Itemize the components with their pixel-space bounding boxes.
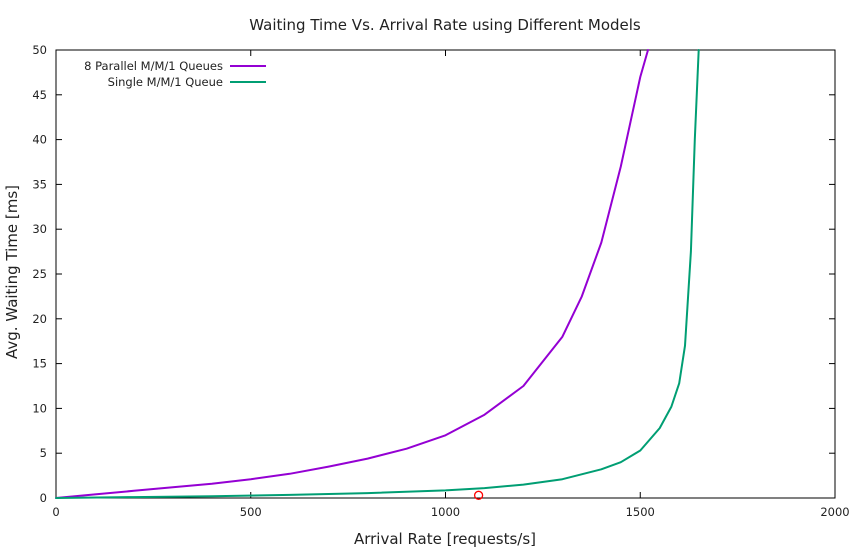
x-tick-label: 0 — [52, 505, 59, 519]
y-axis: 0 5 10 15 20 25 30 35 40 45 50 — [32, 43, 835, 505]
x-tick-label: 2000 — [820, 505, 849, 519]
legend: 8 Parallel M/M/1 Queues Single M/M/1 Queu… — [84, 59, 266, 89]
legend-label: Single M/M/1 Queue — [108, 75, 223, 89]
y-tick-label: 40 — [32, 133, 47, 147]
series-line-2 — [55, 49, 700, 499]
legend-label: 8 Parallel M/M/1 Queues — [84, 59, 223, 73]
chart-title: Waiting Time Vs. Arrival Rate using Diff… — [249, 16, 641, 34]
y-tick-label: 25 — [32, 267, 47, 281]
y-tick-label: 45 — [32, 88, 47, 102]
x-axis: 0 500 1000 1500 2000 — [52, 50, 850, 519]
plot-frame — [55, 49, 836, 499]
y-tick-label: 20 — [32, 312, 47, 326]
x-tick-label: 1500 — [626, 505, 655, 519]
y-tick-label: 5 — [40, 446, 47, 460]
y-tick-label: 35 — [32, 177, 47, 191]
y-axis-label: Avg. Waiting Time [ms] — [3, 185, 21, 359]
series-line-1 — [55, 49, 649, 499]
series-layer — [55, 49, 700, 500]
y-tick-label: 30 — [32, 222, 47, 236]
x-axis-label: Arrival Rate [requests/s] — [354, 530, 536, 548]
y-tick-label: 10 — [32, 401, 47, 415]
x-tick-label: 1000 — [431, 505, 460, 519]
y-tick-label: 15 — [32, 357, 47, 371]
y-tick-label: 0 — [40, 491, 47, 505]
y-tick-label: 50 — [32, 43, 47, 57]
data-marker-circle — [473, 490, 484, 500]
x-tick-label: 500 — [240, 505, 262, 519]
